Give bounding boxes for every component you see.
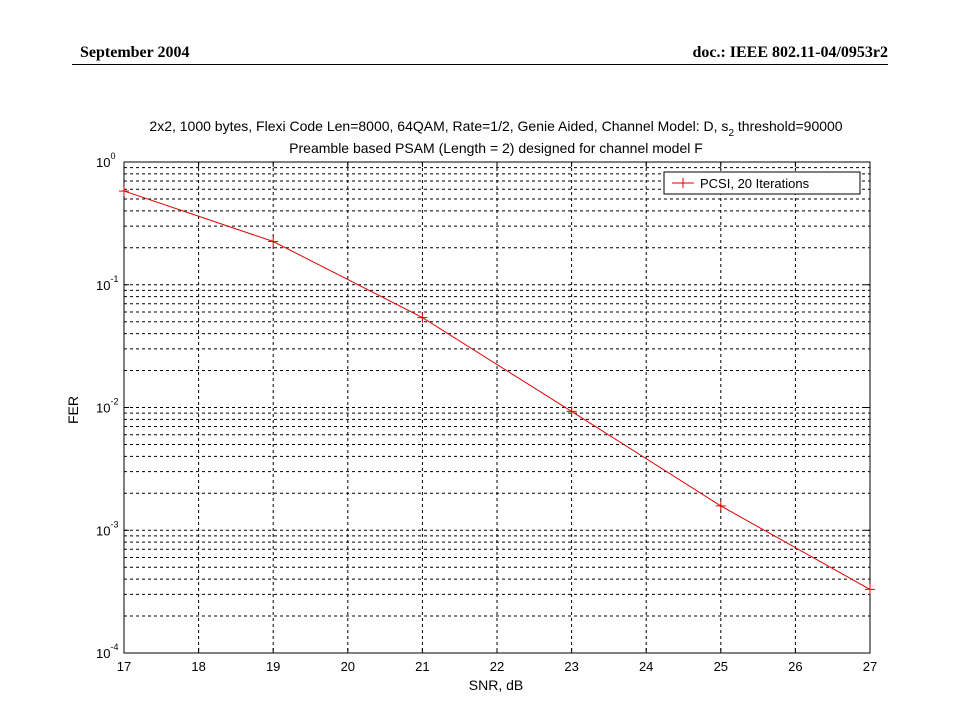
- series-layer: [119, 186, 875, 595]
- chart-title-line2: Preamble based PSAM (Length = 2) designe…: [289, 140, 703, 156]
- chart-title-line1-tail: threshold=90000: [734, 118, 843, 134]
- series-line: [123, 190, 871, 590]
- x-tick-label: 17: [117, 659, 131, 674]
- y-tick-label: 100: [96, 151, 115, 170]
- data-point-marker: [417, 312, 428, 323]
- data-point-marker: [119, 186, 129, 197]
- header-rule: [72, 64, 888, 65]
- x-tick-label: 23: [564, 659, 578, 674]
- legend-label: PCSI, 20 Iterations: [700, 176, 810, 191]
- chart-title-line1-subscript: 2: [728, 128, 734, 139]
- tick-labels: 17 18 19 20 21 22 23 24 25 26 27 100 10-1 10-2 10-3 10-…: [96, 151, 877, 674]
- y-tick-label: 10-4: [96, 642, 118, 661]
- data-point-marker: [268, 236, 279, 247]
- x-tick-label: 27: [863, 659, 877, 674]
- x-tick-label: 19: [266, 659, 280, 674]
- x-tick-label: 21: [415, 659, 429, 674]
- data-point-marker: [566, 406, 577, 417]
- x-axis-label: SNR, dB: [469, 677, 523, 693]
- plot-frame: [123, 161, 871, 654]
- x-tick-label: 22: [490, 659, 504, 674]
- chart-title-line1-main: 2x2, 1000 bytes, Flexi Code Len=8000, 64…: [149, 118, 728, 134]
- chart-title-line1: 2x2, 1000 bytes, Flexi Code Len=8000, 64…: [149, 118, 842, 139]
- y-tick-label: 10-2: [96, 397, 118, 416]
- y-tick-label: 10-1: [96, 274, 118, 293]
- legend: PCSI, 20 Iterations: [663, 171, 861, 195]
- x-tick-label: 26: [788, 659, 802, 674]
- x-tick-label: 20: [341, 659, 355, 674]
- x-tick-label: 24: [639, 659, 653, 674]
- x-tick-label: 25: [714, 659, 728, 674]
- y-axis-label: FER: [65, 396, 81, 424]
- grid-lines: [124, 162, 870, 653]
- y-tick-label: 10-3: [96, 519, 118, 538]
- data-point-marker: [865, 584, 875, 595]
- data-point-marker: [715, 500, 726, 511]
- x-tick-label: 18: [191, 659, 205, 674]
- header-doc-id: doc.: IEEE 802.11-04/0953r2: [692, 44, 888, 61]
- legend-box: [663, 171, 861, 195]
- header-date: September 2004: [80, 44, 190, 61]
